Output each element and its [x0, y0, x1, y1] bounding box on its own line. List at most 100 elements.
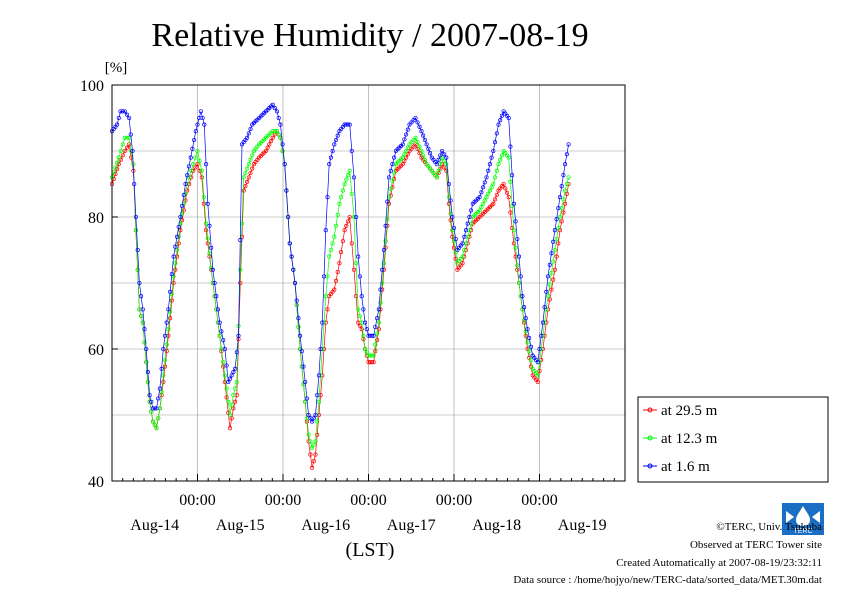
- data-point: [444, 155, 449, 160]
- data-point: [186, 164, 191, 169]
- plot-frame: [111, 84, 626, 482]
- data-point: [525, 327, 530, 332]
- data-point: [296, 316, 301, 321]
- data-point: [551, 277, 556, 282]
- data-point: [178, 214, 183, 220]
- data-point: [335, 269, 340, 275]
- data-point: [499, 153, 504, 158]
- data-point: [552, 228, 557, 233]
- data-point: [313, 452, 318, 457]
- data-point: [135, 247, 140, 253]
- data-point: [241, 175, 246, 180]
- data-point: [482, 198, 487, 203]
- data-point: [330, 148, 335, 154]
- data-point: [204, 228, 209, 233]
- data-point: [342, 181, 347, 187]
- data-point: [448, 198, 453, 203]
- data-point: [308, 452, 313, 457]
- data-point: [409, 140, 414, 145]
- data-point: [180, 211, 185, 216]
- data-point: [180, 218, 185, 223]
- data-point: [404, 148, 409, 154]
- data-point: [492, 175, 498, 180]
- data-point: [144, 346, 149, 352]
- data-point: [400, 155, 405, 160]
- data-point: [422, 137, 427, 143]
- data-point: [161, 373, 166, 378]
- data-point: [385, 199, 390, 204]
- data-point: [332, 142, 337, 147]
- data-point: [246, 162, 251, 167]
- data-point: [356, 254, 361, 259]
- data-point: [164, 320, 169, 325]
- data-point: [159, 366, 164, 371]
- data-point: [229, 403, 234, 408]
- data-point: [511, 241, 516, 246]
- data-point: [371, 353, 376, 358]
- data-point: [448, 218, 453, 223]
- data-point: [245, 166, 250, 171]
- data-point: [318, 346, 323, 352]
- data-point: [173, 261, 178, 266]
- data-point: [287, 241, 292, 246]
- data-point: [523, 316, 528, 321]
- data-point: [419, 129, 424, 134]
- data-point: [551, 239, 556, 244]
- data-point: [310, 465, 315, 470]
- logo-text: TERC: [793, 528, 812, 535]
- data-point: [195, 148, 200, 154]
- data-point: [192, 137, 197, 143]
- data-point: [498, 118, 503, 123]
- data-point: [315, 432, 320, 437]
- data-point: [234, 350, 239, 355]
- data-point: [276, 115, 281, 121]
- data-point: [333, 223, 339, 228]
- data-point: [388, 168, 393, 173]
- data-point: [563, 201, 568, 206]
- data-point: [385, 217, 390, 222]
- data-point: [226, 399, 231, 404]
- data-point: [460, 261, 465, 266]
- data-point: [248, 157, 253, 162]
- data-point: [388, 186, 393, 191]
- data-point: [311, 442, 316, 447]
- data-point: [351, 175, 357, 180]
- data-point: [231, 370, 236, 375]
- data-point: [549, 251, 554, 256]
- data-point: [115, 160, 120, 165]
- data-point: [344, 223, 349, 228]
- data-point: [450, 214, 455, 220]
- data-point: [238, 280, 243, 286]
- data-point: [552, 247, 557, 253]
- data-point: [421, 133, 426, 138]
- data-point: [187, 175, 192, 180]
- data-point: [451, 225, 457, 231]
- data-point: [169, 298, 174, 303]
- x-tick-label-time: 00:00: [179, 492, 215, 509]
- data-point: [469, 208, 474, 213]
- data-point: [442, 152, 447, 157]
- data-point: [419, 148, 424, 154]
- data-point: [231, 406, 236, 411]
- data-point: [371, 360, 376, 365]
- data-point: [152, 422, 157, 427]
- data-point: [563, 188, 568, 193]
- data-point: [347, 122, 352, 127]
- data-point: [204, 221, 209, 226]
- data-point: [207, 223, 212, 228]
- data-point: [122, 135, 127, 140]
- data-point: [357, 323, 362, 328]
- data-point: [364, 350, 369, 355]
- data-point: [144, 360, 149, 365]
- data-point: [127, 142, 132, 147]
- data-point: [357, 274, 362, 279]
- data-point: [535, 373, 540, 378]
- data-point: [174, 247, 180, 253]
- data-point: [226, 379, 231, 385]
- series-markers-2: [109, 102, 571, 424]
- data-point: [345, 122, 351, 127]
- data-point: [127, 115, 132, 121]
- data-point: [221, 338, 226, 343]
- data-point: [559, 184, 564, 189]
